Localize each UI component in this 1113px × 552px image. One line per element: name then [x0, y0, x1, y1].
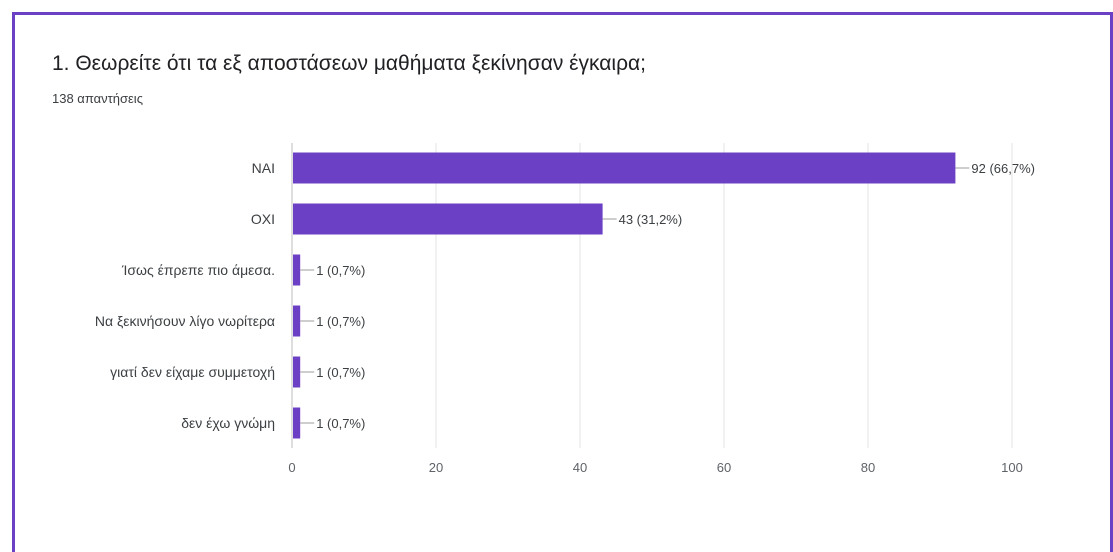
x-tick-label: 100 [1001, 460, 1023, 475]
category-label: Ίσως έπρεπε πιο άμεσα. [121, 262, 275, 278]
data-label: 1 (0,7%) [316, 416, 365, 431]
response-count: 138 απαντήσεις [52, 91, 143, 106]
data-label: 43 (31,2%) [619, 212, 683, 227]
category-label: ΟΧΙ [251, 211, 275, 227]
data-label: 1 (0,7%) [316, 263, 365, 278]
data-label: 1 (0,7%) [316, 365, 365, 380]
x-tick-label: 80 [861, 460, 875, 475]
category-label: ΝΑΙ [252, 160, 275, 176]
x-tick-label: 0 [288, 460, 295, 475]
bar [293, 152, 956, 184]
question-card [12, 12, 1113, 552]
x-tick-label: 20 [429, 460, 443, 475]
category-label: Να ξεκινήσουν λίγο νωρίτερα [95, 313, 275, 329]
bar [293, 203, 603, 235]
bar [293, 407, 301, 439]
question-title: 1. Θεωρείτε ότι τα εξ αποστάσεων μαθήματ… [52, 52, 647, 75]
bar [293, 254, 301, 286]
bar-chart: 0 20 40 60 80 100 ΝΑΙ 92 (66,7%) ΟΧΙ 43 (31,2%) Ίσ… [95, 143, 1035, 475]
category-label: δεν έχω γνώμη [181, 415, 275, 431]
x-tick-label: 60 [717, 460, 731, 475]
bar [293, 305, 301, 337]
x-tick-label: 40 [573, 460, 587, 475]
data-label: 92 (66,7%) [971, 161, 1035, 176]
category-label: γιατί δεν είχαμε συμμετοχή [110, 364, 275, 380]
data-label: 1 (0,7%) [316, 314, 365, 329]
bar [293, 356, 301, 388]
